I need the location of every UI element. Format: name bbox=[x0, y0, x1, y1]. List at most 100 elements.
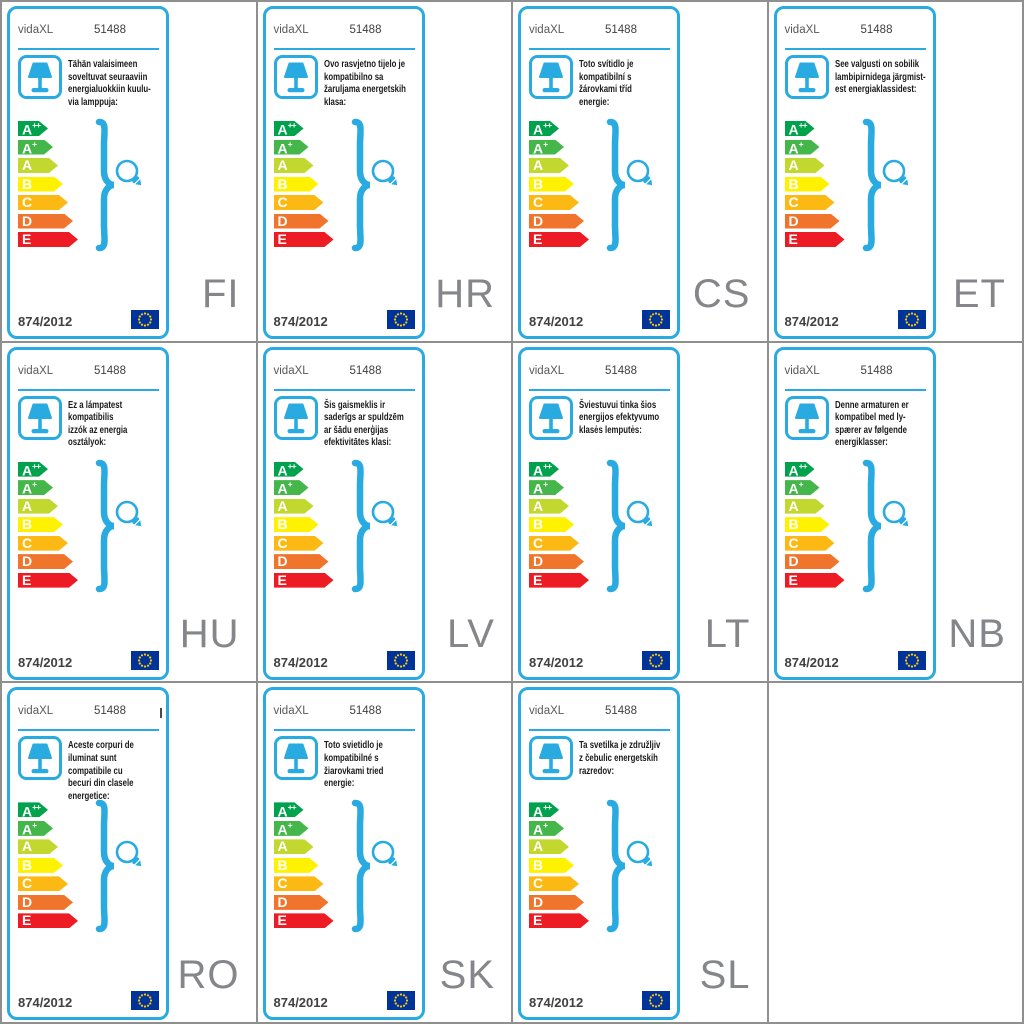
energy-class-arrow-E: E bbox=[18, 573, 78, 588]
energy-class-arrow-E: E bbox=[529, 232, 589, 247]
energy-class-letter: A+ bbox=[533, 479, 548, 497]
energy-class-arrow-D: D bbox=[529, 895, 584, 910]
energy-class-arrow-D: D bbox=[274, 554, 329, 569]
energy-class-letter: E bbox=[22, 912, 32, 929]
table-lamp-icon bbox=[529, 395, 573, 440]
energy-label-tile: vidaXL 51488 Toto svietidlo je kompatibi… bbox=[257, 683, 511, 1022]
energy-class-scale: A++ A+ A B C D E bbox=[274, 462, 334, 592]
light-bulb-icon bbox=[367, 499, 409, 546]
compatibility-description: Aceste corpuri de iluminat sunt compatib… bbox=[68, 740, 134, 802]
energy-class-arrow-D: D bbox=[18, 554, 73, 569]
product-number: 51488 bbox=[605, 705, 637, 718]
energy-class-letter: D bbox=[533, 212, 544, 229]
brand-label: vidaXL bbox=[18, 705, 54, 718]
energy-class-arrow-A+: A+ bbox=[529, 821, 564, 836]
energy-class-letter: C bbox=[277, 875, 288, 892]
energy-class-letter: A+ bbox=[533, 820, 548, 838]
energy-class-letter: D bbox=[22, 212, 33, 229]
energy-class-letter: A++ bbox=[277, 120, 296, 138]
regulation-number: 874/2012 bbox=[18, 995, 73, 1011]
energy-class-letter: B bbox=[277, 856, 288, 873]
energy-class-letter: A bbox=[22, 157, 33, 173]
energy-label-tile: vidaXL 51488 See valgusti on sobilik lam… bbox=[768, 2, 1022, 341]
energy-class-scale: A++ A+ A B C D E bbox=[785, 462, 845, 592]
regulation-number: 874/2012 bbox=[18, 654, 73, 670]
energy-class-arrow-A: A bbox=[18, 158, 58, 173]
energy-class-letter: A+ bbox=[22, 479, 37, 497]
curly-brace-icon bbox=[93, 118, 119, 257]
energy-class-letter: A+ bbox=[277, 820, 292, 838]
regulation-number: 874/2012 bbox=[784, 654, 839, 670]
language-code: HR bbox=[435, 271, 495, 316]
product-number: 51488 bbox=[94, 24, 126, 36]
energy-class-letter: C bbox=[533, 194, 544, 210]
energy-class-arrow-A: A bbox=[785, 158, 825, 173]
brand-label: vidaXL bbox=[784, 364, 820, 377]
header-divider bbox=[784, 48, 926, 50]
energy-label-card: vidaXL 51488 Ta svetilka je združljiv z … bbox=[518, 687, 680, 1021]
energy-class-arrow-A+: A+ bbox=[274, 480, 309, 495]
energy-class-arrow-D: D bbox=[529, 214, 584, 229]
energy-class-letter: A+ bbox=[533, 138, 548, 157]
language-code: ET bbox=[952, 271, 1006, 316]
product-number: 51488 bbox=[860, 364, 893, 377]
energy-label-card: vidaXL 51488 Denne armaturen er kompatib… bbox=[773, 346, 936, 680]
energy-class-letter: C bbox=[788, 194, 799, 210]
energy-class-letter: B bbox=[533, 516, 544, 533]
energy-class-letter: D bbox=[22, 553, 33, 570]
energy-class-letter: A++ bbox=[22, 120, 41, 138]
table-lamp-icon bbox=[529, 736, 573, 781]
brand-label: vidaXL bbox=[784, 24, 820, 36]
table-lamp-icon bbox=[784, 55, 829, 99]
product-number: 51488 bbox=[94, 705, 126, 718]
energy-class-arrow-A++: A++ bbox=[274, 802, 304, 817]
energy-class-arrow-A+: A+ bbox=[18, 480, 53, 495]
energy-class-arrow-C: C bbox=[785, 195, 835, 210]
energy-class-letter: A bbox=[22, 838, 33, 855]
energy-class-scale: A++ A+ A B C D E bbox=[785, 121, 845, 251]
energy-label-tile: vidaXL 51488 Aceste corpuri de iluminat … bbox=[2, 683, 256, 1022]
energy-class-arrow-A: A bbox=[529, 158, 569, 173]
energy-label-card: vidaXL 51488 Toto svietidlo je kompatibi… bbox=[262, 687, 425, 1021]
empty-tile bbox=[768, 683, 1022, 1022]
energy-class-letter: A bbox=[277, 497, 288, 514]
energy-class-letter: E bbox=[22, 571, 32, 588]
energy-class-arrow-A++: A++ bbox=[785, 462, 815, 477]
energy-class-arrow-D: D bbox=[274, 895, 329, 910]
energy-label-card: vidaXL 51488 Ez a lámpatest kompatibilis… bbox=[7, 346, 169, 680]
compatibility-description: Ta svetilka je združljiv z čebulic energ… bbox=[579, 740, 661, 777]
energy-class-arrow-C: C bbox=[274, 195, 324, 210]
energy-class-letter: E bbox=[277, 231, 287, 247]
energy-class-letter: E bbox=[788, 231, 798, 247]
energy-class-letter: C bbox=[22, 194, 33, 210]
brand-label: vidaXL bbox=[273, 24, 309, 36]
energy-class-arrow-A++: A++ bbox=[785, 121, 815, 136]
regulation-number: 874/2012 bbox=[529, 995, 584, 1011]
energy-class-letter: D bbox=[277, 212, 288, 229]
table-lamp-icon bbox=[273, 736, 318, 781]
energy-class-arrow-A+: A+ bbox=[529, 140, 564, 155]
energy-class-letter: A bbox=[277, 838, 288, 855]
header-divider bbox=[273, 388, 415, 391]
energy-label-tile: vidaXL 51488 Ovo rasvjetno tijelo je kom… bbox=[257, 2, 511, 341]
regulation-number: 874/2012 bbox=[273, 314, 328, 329]
eu-flag-icon bbox=[131, 650, 159, 670]
energy-class-arrow-A+: A+ bbox=[529, 480, 564, 495]
energy-class-arrow-C: C bbox=[529, 195, 579, 210]
product-number: 51488 bbox=[605, 24, 637, 36]
energy-class-scale: A++ A+ A B C D E bbox=[529, 121, 589, 251]
eu-flag-icon bbox=[386, 650, 415, 670]
energy-class-letter: A++ bbox=[22, 801, 41, 820]
energy-class-scale: A++ A+ A B C D E bbox=[18, 802, 78, 932]
regulation-number: 874/2012 bbox=[529, 314, 584, 329]
energy-class-letter: D bbox=[533, 553, 544, 570]
energy-class-letter: A bbox=[788, 157, 799, 173]
energy-class-arrow-C: C bbox=[18, 876, 68, 891]
light-bulb-icon bbox=[111, 499, 153, 546]
energy-class-letter: A bbox=[788, 497, 799, 514]
energy-class-letter: A bbox=[533, 497, 544, 514]
table-lamp-icon bbox=[18, 736, 62, 781]
energy-class-arrow-C: C bbox=[18, 195, 68, 210]
energy-label-card: vidaXL 51488 Ovo rasvjetno tijelo je kom… bbox=[262, 6, 425, 339]
energy-class-arrow-A++: A++ bbox=[274, 121, 304, 136]
